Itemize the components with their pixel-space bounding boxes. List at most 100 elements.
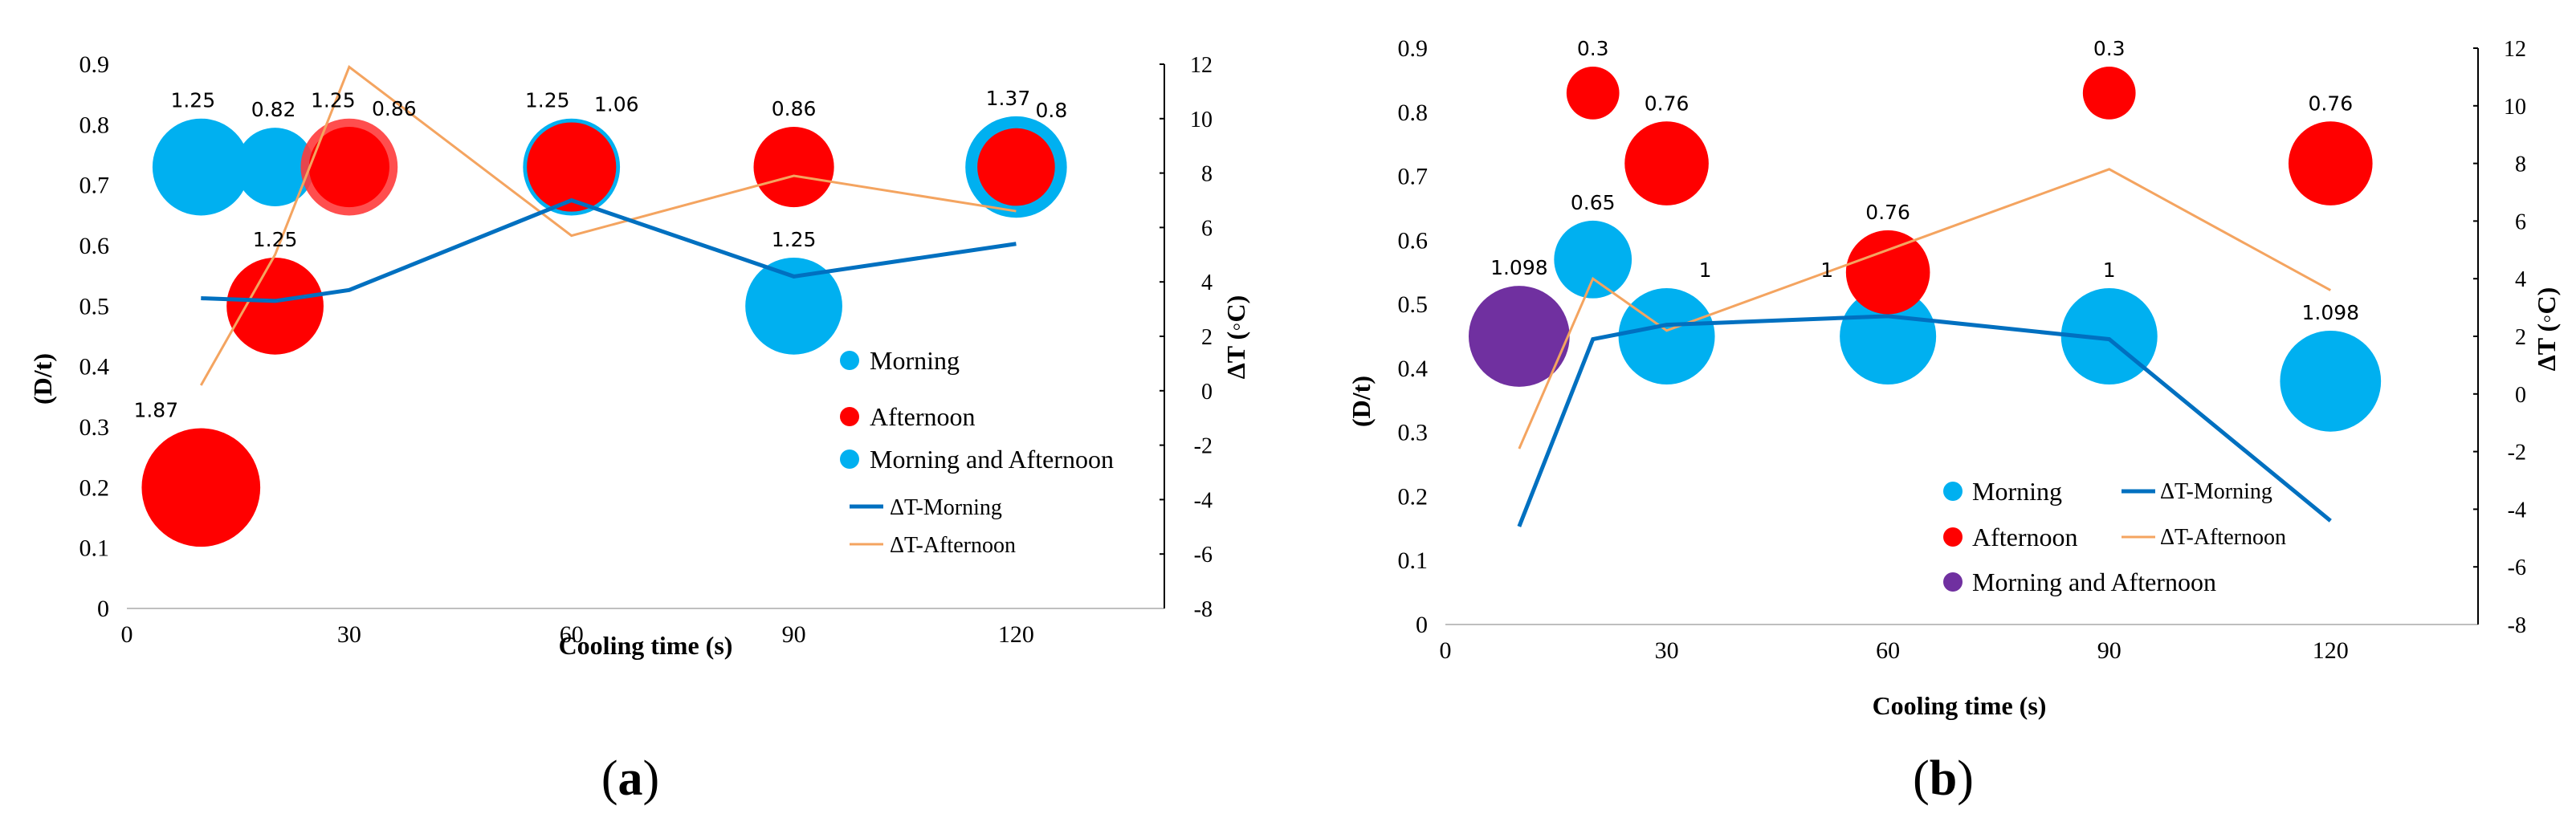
y-tick-label: 0.1 bbox=[79, 535, 110, 562]
y2-tick-label: 0 bbox=[1201, 380, 1213, 405]
bubble-morning bbox=[1840, 288, 1937, 384]
bubble-size-label: 0.8 bbox=[1036, 99, 1068, 122]
legend-label-both: Morning and Afternoon bbox=[870, 445, 1114, 474]
x-tick-label: 0 bbox=[121, 621, 133, 648]
x-tick-label: 0 bbox=[1440, 637, 1452, 664]
bubble-size-label: 1.098 bbox=[1490, 256, 1548, 279]
bubble-size-label: 1.25 bbox=[253, 228, 298, 251]
bubble-size-label: 0.76 bbox=[1645, 92, 1689, 115]
y2-tick-label: -8 bbox=[1194, 597, 1213, 622]
x-tick-labels: 0 30 60 90 120 bbox=[121, 621, 1034, 648]
data-labels: 0.3 0.76 0.3 0.76 0.65 1 1 0.76 1 1.098 1.098 bbox=[1490, 37, 2359, 324]
chart-panel-a: 0 0.1 0.2 0.3 0.4 0.5 0.6 0.7 0.8 0.9 -8 -6 -4 -2 0 2 4… bbox=[28, 51, 1250, 806]
legend-label-afternoon: Afternoon bbox=[870, 402, 976, 431]
y-tick-label: 0.8 bbox=[1398, 100, 1429, 126]
bubble-size-label: 0.86 bbox=[372, 97, 417, 120]
y-tick-label: 0.4 bbox=[1398, 356, 1429, 382]
x-tick-label: 120 bbox=[2313, 637, 2349, 664]
series-line-dt-morning bbox=[1517, 314, 2332, 527]
bubble-morning bbox=[2280, 330, 2382, 432]
bubble-morning bbox=[1618, 288, 1715, 384]
bubble-size-label: 1 bbox=[1699, 258, 1712, 282]
y-tick-labels-left: 0 0.1 0.2 0.3 0.4 0.5 0.6 0.7 0.8 0.9 bbox=[79, 51, 110, 622]
y2-tick-label: -2 bbox=[2508, 441, 2526, 466]
y2-tick-labels-right: -8 -6 -4 -2 0 2 4 6 8 10 12 bbox=[1160, 53, 1213, 622]
y-tick-labels-left: 0 0.1 0.2 0.3 0.4 0.5 0.6 0.7 0.8 0.9 bbox=[1398, 35, 1429, 638]
bubble-both bbox=[235, 128, 315, 206]
delta-t-lines bbox=[1517, 168, 2332, 527]
bubble-size-label: 0.86 bbox=[772, 97, 817, 120]
y2-tick-label: -6 bbox=[1194, 543, 1213, 568]
legend-label-dt-morning: ΔT-Morning bbox=[2160, 479, 2272, 504]
bubble-size-label: 1.25 bbox=[311, 89, 356, 112]
legend-marker-morning bbox=[840, 351, 859, 370]
y2-tick-label: 10 bbox=[2504, 95, 2526, 120]
legend-label-dt-afternoon: ΔT-Afternoon bbox=[2160, 525, 2286, 550]
bubble-size-label: 0.65 bbox=[1571, 191, 1616, 214]
y-tick-label: 0 bbox=[97, 596, 109, 622]
bubble-layer bbox=[1468, 66, 2382, 432]
bubble-both bbox=[152, 118, 250, 216]
y2-tick-label: 2 bbox=[1201, 325, 1213, 350]
x-tick-label: 60 bbox=[1876, 637, 1900, 664]
bubble-afternoon bbox=[2082, 66, 2136, 120]
y-tick-label: 0 bbox=[1416, 612, 1428, 638]
bubble-afternoon bbox=[977, 128, 1055, 206]
series-line-dt-afternoon bbox=[199, 64, 1017, 386]
bubble-size-label: 0.3 bbox=[2093, 37, 2126, 60]
bubble-size-label: 1.25 bbox=[170, 89, 215, 112]
legend-label-morning: Morning bbox=[1972, 477, 2062, 506]
bubble-size-label: 0.3 bbox=[1577, 37, 1609, 60]
chart-panel-b: 0 0.1 0.2 0.3 0.4 0.5 0.6 0.7 0.8 0.9 -8 -6 -4 -2 0 2 4… bbox=[1347, 35, 2561, 806]
bubble-size-label: 0.76 bbox=[2308, 92, 2353, 115]
bubble-size-label: 1.25 bbox=[772, 228, 817, 251]
y2-axis-title: ΔT (◦C) bbox=[1221, 295, 1250, 380]
legend-marker-both bbox=[1943, 572, 1963, 592]
x-tick-label: 30 bbox=[1655, 637, 1679, 664]
legend: Morning ΔT-Morning Afternoon ΔT-Afternoo… bbox=[1943, 477, 2286, 596]
series-line-dt-afternoon bbox=[1518, 168, 2332, 450]
x-tick-labels: 0 30 60 90 120 bbox=[1440, 637, 2349, 664]
bubble-morning bbox=[1554, 220, 1632, 299]
bubble-afternoon bbox=[2288, 121, 2373, 205]
legend-label-dt-afternoon: ΔT-Afternoon bbox=[890, 533, 1016, 558]
legend-marker-both bbox=[840, 450, 859, 469]
y2-tick-label: -4 bbox=[1194, 488, 1213, 513]
y2-tick-label: 8 bbox=[1201, 162, 1213, 187]
bubble-layer bbox=[141, 116, 1067, 547]
series-line-dt-morning bbox=[201, 197, 1017, 303]
legend-marker-morning bbox=[1943, 482, 1963, 501]
x-tick-label: 90 bbox=[2097, 637, 2122, 664]
y2-tick-label: 12 bbox=[1190, 53, 1213, 78]
bubble-afternoon bbox=[1624, 121, 1709, 205]
y2-tick-label: -2 bbox=[1194, 434, 1213, 459]
legend-label-afternoon: Afternoon bbox=[1972, 523, 2078, 551]
y-axis-title: (D/t) bbox=[1347, 376, 1376, 427]
y2-tick-label: 6 bbox=[1201, 216, 1213, 241]
y-tick-label: 0.2 bbox=[79, 474, 110, 501]
y2-tick-label: -4 bbox=[2508, 498, 2526, 523]
legend: Morning Afternoon Morning and Afternoon … bbox=[840, 346, 1114, 558]
legend-marker-afternoon bbox=[840, 407, 859, 426]
y2-tick-label: -6 bbox=[2508, 555, 2526, 580]
y-tick-label: 0.5 bbox=[79, 293, 110, 319]
bubble-size-label: 1 bbox=[2103, 258, 2116, 282]
x-axis-title: Cooling time (s) bbox=[559, 631, 733, 660]
bubble-size-label: 1.87 bbox=[133, 398, 178, 421]
y-tick-label: 0.5 bbox=[1398, 291, 1429, 318]
y2-tick-label: 12 bbox=[2504, 37, 2526, 62]
x-axis-title: Cooling time (s) bbox=[1873, 691, 2047, 720]
y-tick-label: 0.4 bbox=[79, 354, 110, 380]
bubble-afternoon bbox=[226, 257, 324, 355]
bubble-afternoon bbox=[1845, 230, 1930, 315]
y2-tick-label: 10 bbox=[1190, 108, 1213, 132]
y2-tick-label: 6 bbox=[2515, 210, 2526, 234]
x-tick-label: 90 bbox=[782, 621, 806, 648]
y2-tick-label: -8 bbox=[2508, 613, 2526, 638]
bubble-afternoon bbox=[141, 428, 261, 547]
y2-tick-labels-right: -8 -6 -4 -2 0 2 4 6 8 10 12 bbox=[2473, 37, 2526, 638]
y-tick-label: 0.1 bbox=[1398, 547, 1429, 574]
y-tick-label: 0.7 bbox=[1398, 164, 1429, 190]
bubble-size-label: 0.82 bbox=[251, 98, 296, 121]
legend-label-morning: Morning bbox=[870, 346, 960, 375]
